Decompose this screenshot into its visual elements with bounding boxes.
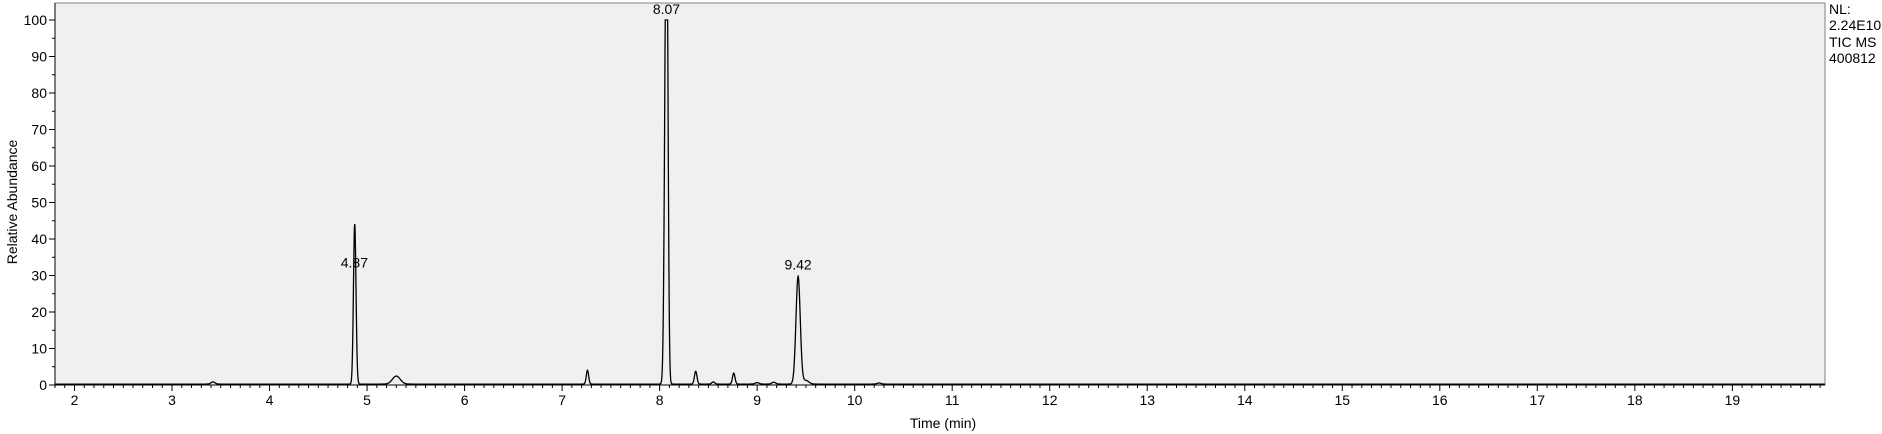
peak-label: 9.42 — [784, 257, 811, 273]
y-tick-label: 0 — [39, 377, 47, 393]
peak-labels: 4.87 8.07 9.42 — [341, 1, 812, 273]
peak-label: 4.87 — [341, 255, 368, 271]
y-tick-label: 40 — [31, 231, 47, 247]
x-axis-title: Time (min) — [910, 415, 976, 431]
x-tick-label: 5 — [363, 392, 371, 408]
x-tick-label: 8 — [656, 392, 664, 408]
x-tick-label: 7 — [558, 392, 566, 408]
info-sample-id: 400812 — [1829, 50, 1876, 66]
tic-trace — [55, 19, 1825, 385]
info-nl-label: NL: — [1829, 1, 1851, 17]
y-tick-label: 50 — [31, 195, 47, 211]
y-tick-label: 70 — [31, 122, 47, 138]
y-tick-label: 30 — [31, 268, 47, 284]
peak-trace-group — [55, 19, 1825, 385]
x-tick-label: 18 — [1627, 392, 1643, 408]
x-tick-label: 3 — [168, 392, 176, 408]
x-tick-label: 13 — [1139, 392, 1155, 408]
x-tick-label: 9 — [753, 392, 761, 408]
peak-label: 8.07 — [653, 1, 680, 17]
x-tick-label: 14 — [1237, 392, 1253, 408]
y-tick-label: 80 — [31, 85, 47, 101]
plot-background — [54, 2, 1826, 386]
x-tick-label: 6 — [461, 392, 469, 408]
x-tick-label: 4 — [266, 392, 274, 408]
instrument-info: NL: 2.24E10 TIC MS 400812 — [1829, 1, 1881, 66]
y-tick-label: 100 — [24, 12, 48, 28]
y-tick-label: 90 — [31, 49, 47, 65]
x-tick-label: 19 — [1725, 392, 1741, 408]
y-axis-title: Relative Abundance — [4, 140, 20, 265]
x-tick-label: 2 — [71, 392, 79, 408]
x-tick-label: 15 — [1334, 392, 1350, 408]
y-axis: 0 10 20 30 40 50 60 70 80 90 100 — [24, 3, 56, 393]
x-tick-label: 10 — [847, 392, 863, 408]
x-tick-label: 16 — [1432, 392, 1448, 408]
y-tick-label: 10 — [31, 341, 47, 357]
x-tick-label: 11 — [945, 392, 960, 408]
x-tick-label: 17 — [1530, 392, 1546, 408]
info-nl-value: 2.24E10 — [1829, 17, 1881, 33]
info-scan-type: TIC MS — [1829, 34, 1876, 50]
x-axis: 2 3 4 5 6 7 8 9 10 11 12 13 14 15 16 17 18 19 — [54, 384, 1825, 408]
y-tick-label: 60 — [31, 158, 47, 174]
x-tick-label: 12 — [1042, 392, 1058, 408]
y-tick-label: 20 — [31, 304, 47, 320]
